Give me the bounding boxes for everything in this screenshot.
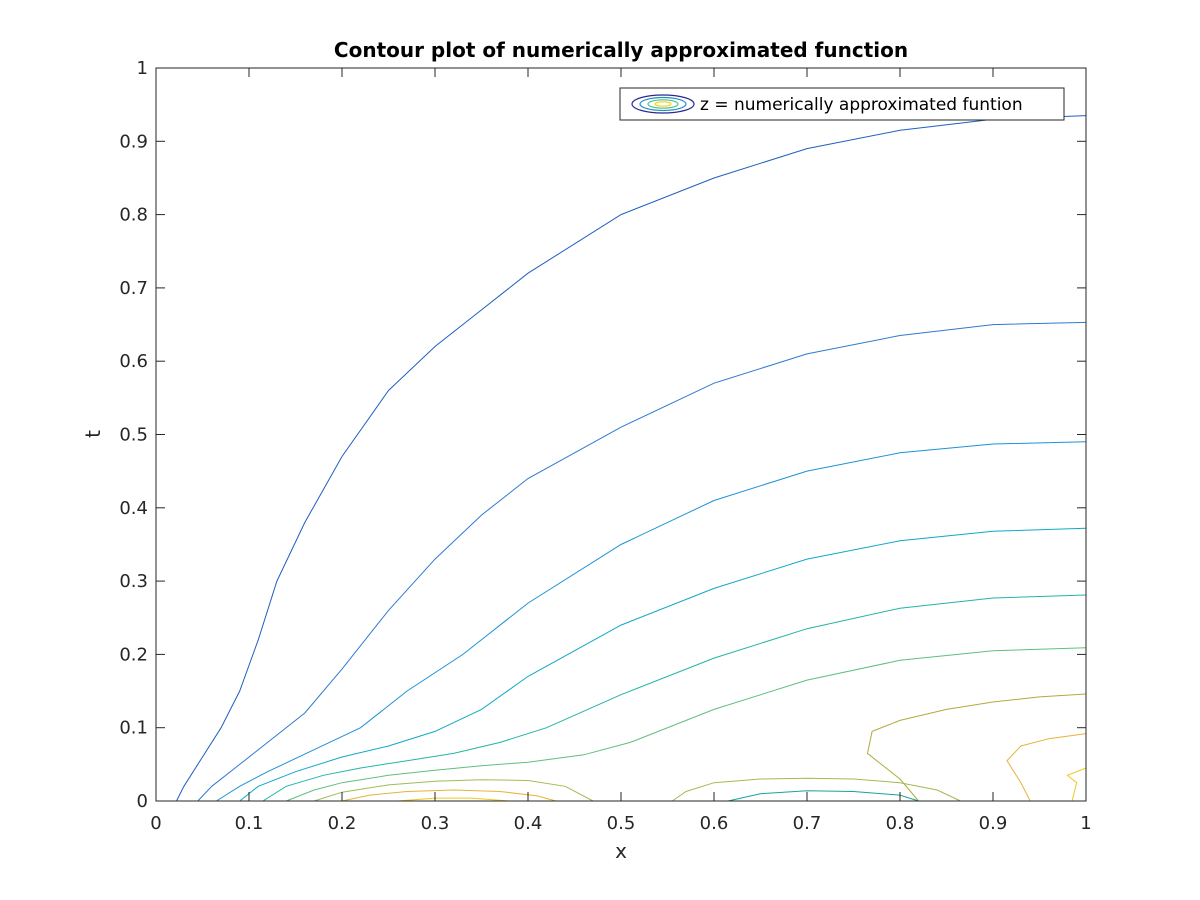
contour-line-4: [239, 527, 1087, 802]
contour-line-11: [1006, 733, 1087, 802]
x-tick-label: 0.2: [328, 813, 357, 834]
contour-line-10: [341, 789, 557, 802]
x-tick-label: 0.3: [421, 813, 450, 834]
legend: z = numerically approximated funtion: [619, 87, 1065, 121]
y-tick-label: 0.6: [119, 351, 148, 372]
contour-line-13: [1066, 767, 1087, 802]
contour-line-3: [216, 441, 1087, 802]
y-tick-label: 0.3: [119, 571, 148, 592]
legend-swatch-ring: [654, 101, 672, 107]
y-tick-label: 0.7: [119, 278, 148, 299]
legend-entry-label: z = numerically approximated funtion: [700, 95, 1023, 115]
legend-swatch-ring: [639, 96, 687, 112]
y-tick-label: 0.5: [119, 425, 148, 446]
y-tick-label: 1: [137, 58, 148, 79]
legend-contour-swatch-icon: [631, 94, 695, 114]
contour-lines: [176, 115, 1087, 802]
x-tick-label: 0.1: [235, 813, 264, 834]
y-tick-label: 0.8: [119, 205, 148, 226]
legend-swatch-ring: [631, 94, 695, 114]
y-tick-label: 0.9: [119, 131, 148, 152]
contour-line-12: [397, 797, 510, 802]
x-axis-ticks: 0 0.1 0.2 0.3 0.4 0.5 0.6 0.7 0.8 0.9 1: [150, 68, 1092, 834]
plot-area: [156, 68, 1086, 801]
chart-title: Contour plot of numerically approximated…: [334, 38, 908, 62]
x-tick-label: 0.5: [607, 813, 636, 834]
contour-line-2: [197, 321, 1087, 802]
y-tick-label: 0.4: [119, 498, 148, 519]
x-tick-label: 0.6: [700, 813, 729, 834]
y-axis-ticks: 0 0.1 0.2 0.3 0.4 0.5 0.6 0.7 0.8 0.9 1: [119, 58, 1086, 812]
contour-line-5: [262, 594, 1087, 802]
contour-line-14: [727, 790, 919, 802]
legend-swatch-ring: [647, 99, 679, 109]
y-axis-label: t: [81, 430, 105, 438]
y-tick-label: 0.2: [119, 644, 148, 665]
x-tick-label: 0.9: [979, 813, 1008, 834]
y-tick-label: 0: [137, 791, 148, 812]
x-axis-label: x: [615, 839, 627, 863]
x-tick-label: 0: [150, 813, 161, 834]
contour-line-9: [866, 693, 1087, 802]
x-tick-label: 0.4: [514, 813, 543, 834]
y-tick-label: 0.1: [119, 718, 148, 739]
x-tick-label: 0.8: [886, 813, 915, 834]
contour-line-8: [671, 777, 961, 802]
contour-line-1: [176, 115, 1087, 802]
contour-line-7: [313, 779, 594, 802]
x-tick-label: 0.7: [793, 813, 822, 834]
x-tick-label: 1: [1080, 813, 1091, 834]
contour-line-6: [286, 647, 1087, 802]
